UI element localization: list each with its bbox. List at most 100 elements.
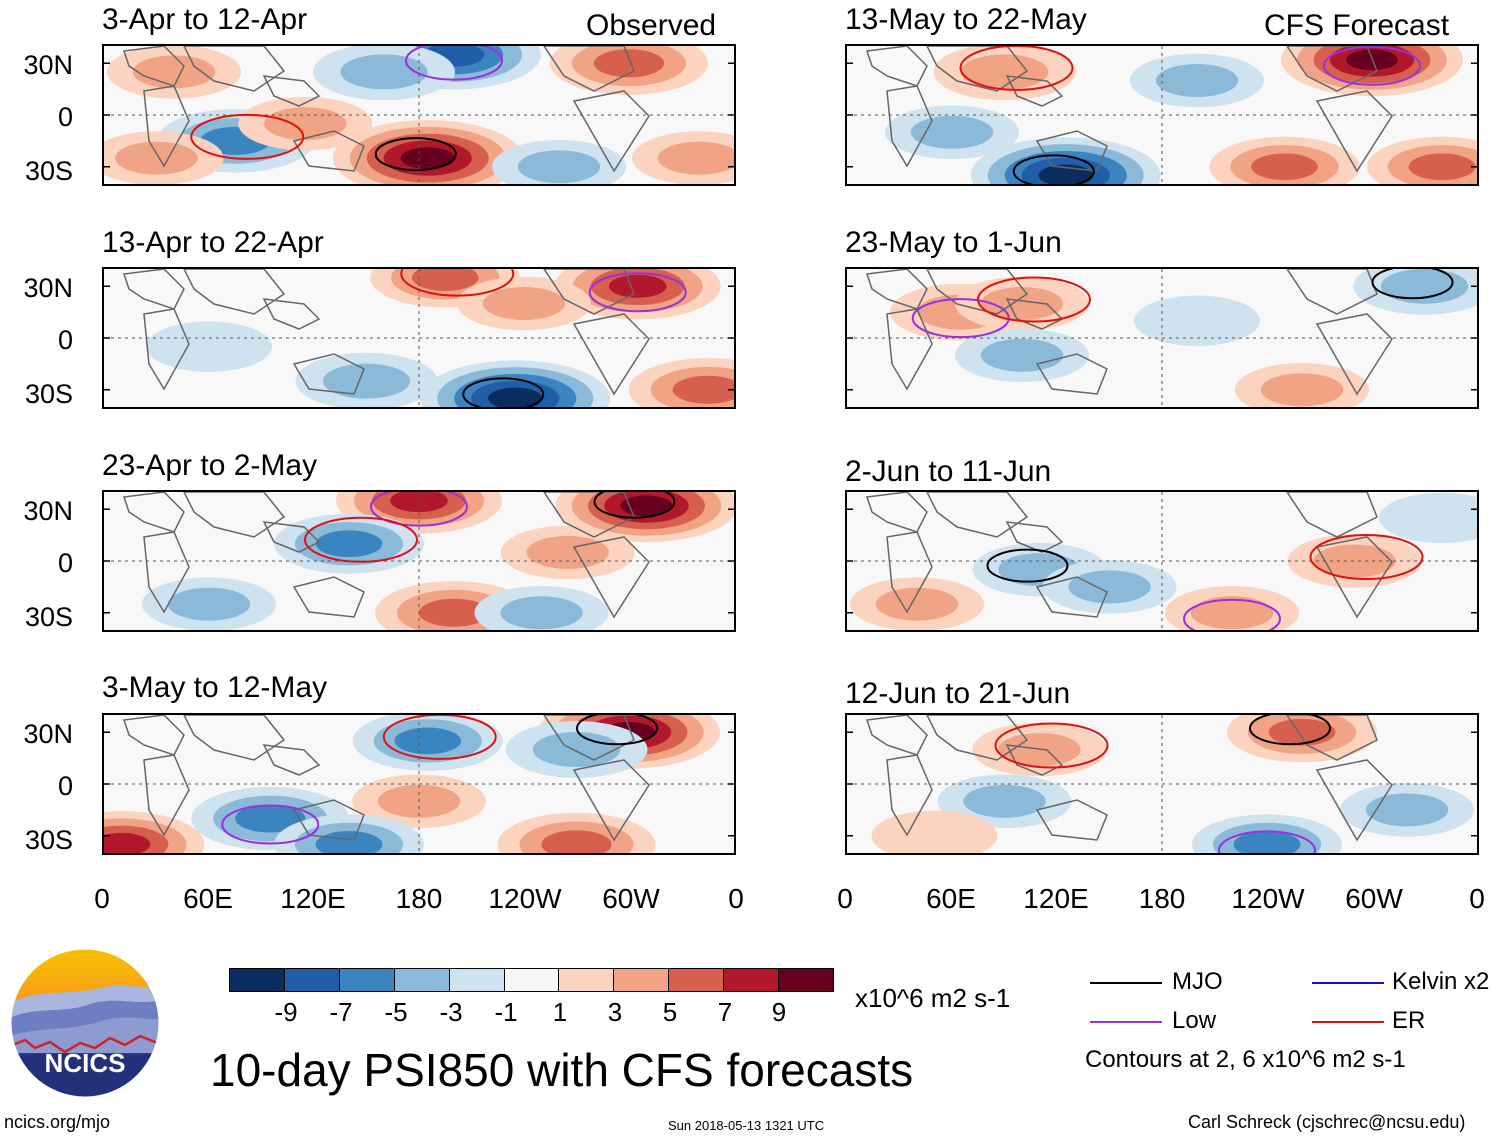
wave-contour [959, 46, 1074, 91]
anomaly-contour-fill [593, 49, 665, 78]
anomaly-contour-fill [963, 784, 1046, 818]
coastline [865, 46, 928, 87]
colorbar-swatch [338, 968, 395, 992]
wave-contour [1323, 46, 1421, 86]
coastline [1286, 46, 1378, 92]
colorbar-swatch [668, 968, 725, 992]
anomaly-contour-fill [672, 375, 734, 404]
anomaly-contour-fill [526, 535, 609, 569]
colorbar-swatch [229, 968, 285, 992]
panel-svg [104, 715, 734, 853]
anomaly-contour-fill [541, 830, 612, 853]
coastline [926, 46, 1029, 92]
y-tick-label: 30S [24, 379, 73, 409]
coastline [262, 298, 321, 330]
wave-contour [1309, 534, 1424, 580]
coastline [1035, 576, 1108, 618]
anomaly-contour-fill [1365, 793, 1449, 827]
panel-svg [104, 492, 734, 630]
anomaly-contour-fill [488, 387, 543, 407]
colorbar-tick: 9 [771, 997, 787, 1027]
coastline [926, 715, 1029, 761]
colorbar-swatch [393, 968, 450, 992]
x-tick-label: 0 [728, 883, 744, 914]
coastline [183, 269, 286, 315]
x-tick-label: 0 [1469, 883, 1485, 914]
coastline [886, 85, 933, 168]
anomaly-contour-fill [1380, 269, 1469, 304]
anomaly-contour-fill [1313, 544, 1396, 578]
y-tick-label: 0 [57, 102, 73, 132]
x-tick-label: 180 [395, 883, 443, 914]
wave-contour [1371, 269, 1454, 300]
wave-contour [1183, 598, 1281, 630]
coastline [1035, 130, 1108, 172]
colorbar-tick: 7 [717, 997, 733, 1027]
y-tick-label: 30S [24, 156, 73, 186]
wave-contour [374, 137, 457, 172]
coastline [1315, 759, 1393, 842]
ncics-logo[interactable]: NCICS [10, 948, 160, 1098]
cfs-forecast-label: CFS Forecast [1264, 9, 1450, 42]
panel-svg [847, 269, 1477, 407]
anomaly-contour-fill [390, 492, 448, 513]
coastline [865, 492, 928, 533]
panel-title: 3-Apr to 12-Apr [102, 3, 308, 36]
footer-url[interactable]: ncics.org/mjo [4, 1112, 111, 1132]
wave-contour [382, 715, 497, 760]
colorbar-tick: 1 [552, 997, 568, 1027]
coastline [1315, 90, 1393, 173]
panel-title: 23-May to 1-Jun [845, 226, 1062, 259]
x-tick-label: 0 [94, 883, 110, 914]
anomaly-contour-fill [875, 587, 959, 621]
coastline [292, 130, 365, 172]
wave-contour [1012, 154, 1095, 184]
wave-contour [400, 269, 515, 297]
colorbar-tick: -5 [384, 997, 408, 1027]
y-tick-label: 0 [57, 325, 73, 355]
coastline [543, 46, 635, 92]
legend-label: Kelvin x2 [1392, 968, 1490, 995]
colorbar [229, 968, 834, 992]
coastline [865, 715, 928, 756]
colorbar-swatch [283, 968, 340, 992]
legend-note: Contours at 2, 6 x10^6 m2 s-1 [1085, 1046, 1406, 1073]
wave-contour [576, 715, 658, 746]
coastline [143, 531, 190, 614]
wave-contour [221, 804, 320, 845]
logo-text: NCICS [44, 1048, 126, 1078]
anomaly-contour-fill [315, 530, 383, 558]
coastline [183, 492, 286, 538]
anomaly-contour-fill [315, 831, 383, 853]
wave-contour [190, 113, 305, 160]
coastline [572, 313, 650, 396]
y-tick-label: 30N [23, 496, 73, 526]
legend-label: Low [1172, 1007, 1217, 1034]
coastline [543, 715, 635, 761]
coastline [292, 576, 365, 618]
logo-graphic [10, 948, 160, 1098]
panel-title: 13-Apr to 22-Apr [102, 226, 324, 259]
anomaly-contour-fill [1251, 153, 1318, 181]
panel-title: 12-Jun to 21-Jun [845, 677, 1071, 710]
anomaly-contour-fill [264, 107, 347, 141]
anomaly-contour-fill [235, 804, 306, 833]
wave-contour [593, 492, 676, 519]
coastline [292, 353, 365, 395]
anomaly-contour-fill [1260, 373, 1344, 407]
map-panel [102, 713, 736, 855]
anomaly-contour-fill [115, 141, 198, 175]
anomaly-contour-fill [1134, 295, 1260, 346]
footer-timestamp: Sun 2018-05-13 1321 UTC [668, 1118, 825, 1133]
coastline [1315, 536, 1393, 619]
anomaly-contour-fill [980, 338, 1064, 372]
coastline [572, 536, 650, 619]
anomaly-contour-fill [960, 54, 1049, 90]
coastline [262, 744, 321, 776]
anomaly-contour-fill [482, 287, 566, 320]
coastline [1286, 269, 1378, 315]
panel-svg [847, 492, 1477, 630]
x-tick-label: 120W [488, 883, 562, 914]
coastline [572, 90, 650, 173]
map-panel [845, 267, 1479, 409]
